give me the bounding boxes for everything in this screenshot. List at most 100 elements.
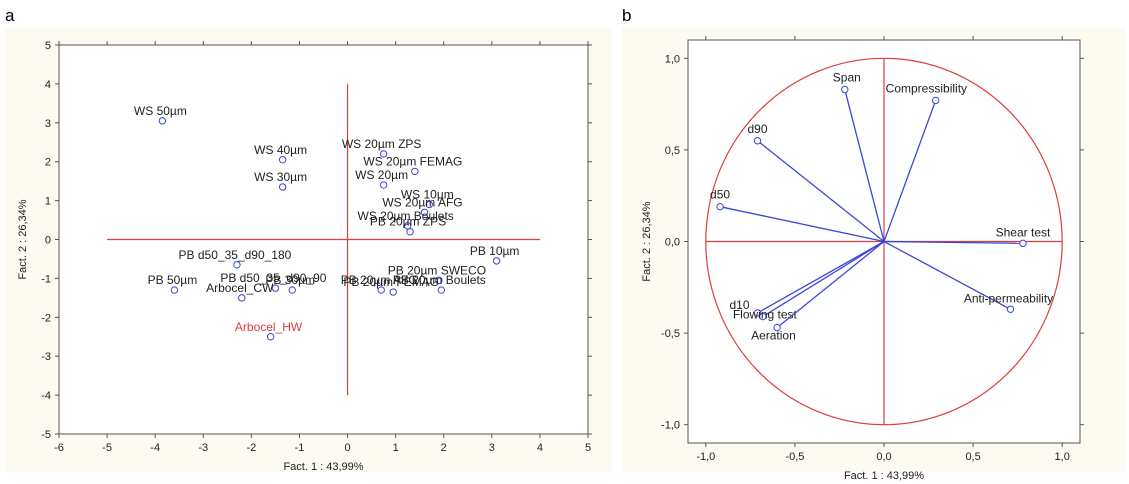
panel-a-x-tick-label: 5 bbox=[585, 442, 591, 454]
panel-b-loading-vector bbox=[883, 240, 1011, 310]
panel-a-point-label: PB 50µm bbox=[148, 273, 198, 287]
panel-a-data-point bbox=[420, 208, 429, 216]
panel-a-point-label: PB d50_35_d90_180 bbox=[179, 248, 292, 262]
panel-a-x-axis-label: Fact. 1 : 43,99% bbox=[283, 461, 363, 473]
panel-b-x-tick-label: -0,5 bbox=[785, 451, 804, 463]
panel-a-y-axis-label: Fact. 2 : 26,34% bbox=[17, 199, 29, 279]
panel-a-point-label: WS 20µm AFG bbox=[382, 195, 462, 209]
panel-b-vector-endpoint bbox=[931, 96, 940, 105]
panel-b-loading-vector bbox=[762, 240, 885, 318]
panel-b-loading-vector bbox=[757, 140, 885, 243]
panel-a-x-tick-label: 0 bbox=[344, 442, 350, 454]
panel-b-y-tick-label: 0,0 bbox=[665, 237, 680, 249]
panel-b-y-tick-label: 1,0 bbox=[665, 53, 680, 65]
panel-a-point-label: WS 20µm ZPS bbox=[342, 137, 422, 151]
panel-b-vector-label: d90 bbox=[747, 122, 767, 136]
panel-a-y-tick-label: 2 bbox=[45, 157, 51, 169]
panel-a-data-point bbox=[266, 333, 275, 341]
panel-a-point-label: WS 50µm bbox=[134, 104, 187, 118]
panel-b-vector-endpoint bbox=[773, 323, 781, 332]
panel-b-vector-endpoint bbox=[753, 309, 762, 317]
panel-a-data-point bbox=[406, 228, 414, 236]
panel-b-y-tick-label: 0,5 bbox=[665, 145, 680, 157]
panel-b-vector-label: Span bbox=[833, 70, 861, 84]
panel-a-y-tick-label: 1 bbox=[45, 196, 51, 208]
panel-b-vector-label: Anti-permeability bbox=[964, 291, 1053, 305]
panel-a-data-point bbox=[170, 286, 179, 294]
panel-b-loading-vector bbox=[776, 240, 885, 329]
panel-a-data-point bbox=[379, 150, 388, 158]
panel-a-point-label: PB d50_35_d90_90 bbox=[220, 271, 326, 285]
panel-b-vector-label: Flowing test bbox=[733, 308, 798, 322]
panel-a-x-tick-label: -3 bbox=[198, 442, 208, 454]
panel-a-x-tick-label: 4 bbox=[537, 442, 543, 454]
panel-b-vector-label: Compressibility bbox=[886, 81, 967, 95]
panel-a-y-tick-label: -3 bbox=[41, 351, 51, 363]
panel-a-data-point bbox=[278, 156, 287, 164]
panel-a-data-point bbox=[238, 294, 246, 302]
panel-a-point-label: WS 30µm bbox=[254, 170, 307, 184]
panel-b-loading-vector bbox=[757, 240, 885, 314]
panel-a-data-point bbox=[492, 257, 501, 265]
panel-a-x-tick-label: -4 bbox=[150, 442, 160, 454]
panel-b-x-tick-label: -1,0 bbox=[696, 451, 715, 463]
panel-b-vector-label: Aeration bbox=[751, 329, 796, 343]
panel-a-y-tick-label: -1 bbox=[41, 273, 51, 285]
panel-a-data-point bbox=[233, 261, 241, 269]
panel-b-vector-endpoint bbox=[753, 137, 762, 145]
panel-b-vector-endpoint bbox=[841, 85, 849, 94]
panel-b-loading-vector bbox=[844, 89, 885, 242]
panel-a-x-tick-label: -6 bbox=[54, 442, 64, 454]
panel-a-point-label: PB 20µm AFG bbox=[341, 273, 418, 287]
panel-b-loading-vector bbox=[719, 206, 885, 243]
panel-a-y-tick-label: -4 bbox=[41, 390, 51, 402]
panel-b-x-tick-label: 0,0 bbox=[876, 451, 891, 463]
panel-a-y-tick-label: 4 bbox=[45, 79, 51, 91]
panel-b-y-tick-label: -1,0 bbox=[661, 420, 680, 432]
panel-a-data-point bbox=[411, 167, 419, 176]
panel-a-data-point bbox=[425, 200, 433, 209]
panel-a-point-label: PB 20µm SWECO bbox=[388, 263, 486, 277]
panel-a-point-label: PB 30µm bbox=[265, 273, 315, 287]
panel-b-vector-endpoint bbox=[1019, 239, 1027, 248]
panel-a-x-tick-label: 1 bbox=[393, 442, 399, 454]
panel-a-point-label: PB 20µm FEMAG bbox=[343, 275, 439, 289]
panel-a-y-tick-label: 5 bbox=[45, 40, 51, 52]
panel-a-x-tick-label: -5 bbox=[102, 442, 112, 454]
panel-b-vector-endpoint bbox=[759, 312, 767, 321]
panel-a-y-tick-label: 0 bbox=[45, 235, 51, 247]
panel-a-point-label: WS 20µm FEMAG bbox=[363, 154, 462, 168]
panel-b-x-axis-label: Fact. 1 : 43,99% bbox=[844, 470, 924, 482]
panel-a-data-point bbox=[278, 183, 287, 191]
panel-b-x-tick-label: 1,0 bbox=[1055, 451, 1070, 463]
panel-b-vector-label: Shear test bbox=[996, 225, 1051, 239]
panel-b-loading-vector bbox=[883, 240, 1023, 244]
panel-a-data-point bbox=[271, 284, 280, 292]
panel-label-b: b bbox=[622, 6, 632, 25]
panel-a-data-point bbox=[435, 276, 443, 285]
panel-a-point-label: PB 20µm Boulets bbox=[393, 273, 486, 287]
panel-a-x-tick-label: 2 bbox=[441, 442, 447, 454]
panel-a-x-tick-label: -1 bbox=[295, 442, 305, 454]
panel-a-point-label: WS 10µm bbox=[401, 187, 454, 201]
panel-a-y-tick-label: 3 bbox=[45, 118, 51, 130]
panel-a-y-tick-label: -5 bbox=[41, 429, 51, 441]
panel-b-y-tick-label: -0,5 bbox=[661, 328, 680, 340]
panel-a-point-label: PB 20µm ZPS bbox=[370, 215, 446, 229]
panel-a-point-label: Arbocel_CW bbox=[206, 281, 274, 295]
panel-a-y-tick-label: -2 bbox=[41, 312, 51, 324]
panel-a-point-label: WS 40µm bbox=[254, 143, 307, 157]
panel-a-x-tick-label: -2 bbox=[246, 442, 256, 454]
panel-a-data-point bbox=[377, 286, 385, 294]
panel-b-vector-label: d50 bbox=[710, 188, 730, 202]
panel-a-data-point bbox=[379, 181, 388, 189]
panel-b-x-tick-label: 0,5 bbox=[965, 451, 980, 463]
panel-a-x-tick-label: 3 bbox=[489, 442, 495, 454]
panel-a-point-label: WS 20µm bbox=[355, 168, 408, 182]
panel-a-data-point bbox=[389, 288, 397, 296]
panel-a-point-label: WS 20µm Boulets bbox=[358, 209, 454, 223]
panel-b-y-axis-label: Fact. 2 : 26,34% bbox=[641, 201, 653, 281]
panel-a-data-point bbox=[288, 286, 296, 294]
panel-b-vector-endpoint bbox=[1006, 305, 1015, 313]
